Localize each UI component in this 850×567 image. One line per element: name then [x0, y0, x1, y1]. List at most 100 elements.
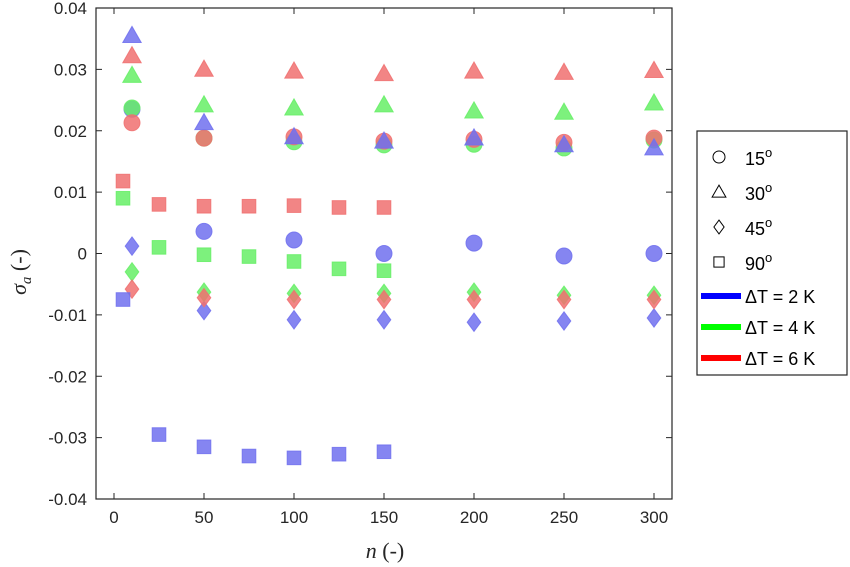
data-point [553, 62, 575, 80]
data-point [286, 198, 302, 213]
series-square-4K [115, 190, 392, 278]
data-point [193, 59, 215, 77]
data-point [331, 446, 347, 462]
data-point [373, 94, 395, 113]
series-diamond-2K [124, 236, 662, 333]
data-point [466, 312, 482, 333]
legend-label-square: 90o [745, 250, 772, 274]
data-point [193, 112, 215, 131]
data-point [123, 99, 141, 117]
legend-marker-square [713, 256, 725, 268]
data-point [286, 254, 302, 269]
y-axis-label: σa (-) [6, 249, 35, 295]
legend-color-label: ΔT = 6 K [745, 349, 815, 369]
legend: 15o 30o 45o 90o ΔT = 2 K ΔT = 4 K ΔT = 6 K [696, 130, 848, 376]
legend-label-circle: 15o [745, 145, 772, 169]
data-point [151, 427, 167, 442]
data-point [375, 245, 393, 262]
data-point [646, 307, 662, 328]
data-point [151, 240, 167, 255]
data-point [115, 292, 131, 307]
legend-box [696, 130, 848, 376]
legend-label-triangle: 30o [745, 180, 772, 204]
data-point [193, 94, 215, 113]
x-tick-label: 50 [195, 508, 214, 527]
series-square-6K [115, 173, 392, 215]
data-point [124, 236, 140, 257]
data-point [151, 197, 167, 212]
data-point [376, 309, 392, 330]
data-point [196, 439, 212, 455]
data-point [376, 289, 392, 310]
data-point [376, 263, 392, 278]
x-tick-label: 250 [550, 508, 578, 527]
data-point [195, 222, 213, 240]
data-point [241, 198, 257, 214]
data-point [115, 190, 131, 206]
x-axis-label: n (-) [366, 538, 404, 563]
data-point [463, 61, 485, 79]
y-tick-label: 0.04 [54, 0, 87, 18]
data-point [285, 231, 303, 249]
data-point [241, 448, 257, 464]
data-point [286, 289, 302, 310]
data-point [556, 310, 572, 332]
y-tick-label: 0.02 [54, 122, 87, 141]
data-markers [115, 25, 665, 466]
x-tick-label: 300 [640, 508, 668, 527]
data-point [196, 198, 212, 214]
data-point [646, 289, 662, 310]
legend-label-diamond: 45o [745, 215, 772, 239]
legend-marker-triangle [711, 184, 727, 198]
data-point [121, 45, 143, 64]
data-point [555, 247, 573, 265]
y-tick-label: -0.01 [48, 306, 87, 325]
data-point [115, 173, 131, 189]
y-tick-label: -0.04 [48, 490, 87, 509]
data-point [643, 60, 665, 79]
data-point [556, 289, 572, 310]
y-tick-label: 0 [78, 245, 87, 264]
data-point [196, 247, 212, 263]
series-triangle-6K [121, 45, 665, 82]
data-point [645, 245, 663, 262]
y-tick-label: 0.03 [54, 60, 87, 79]
series-triangle-4K [121, 65, 665, 120]
x-tick-label: 0 [109, 508, 118, 527]
data-point [463, 127, 485, 146]
data-point [643, 137, 665, 156]
legend-marker-diamond [713, 219, 725, 235]
data-point [643, 92, 665, 111]
data-point [195, 129, 213, 147]
data-point [121, 65, 143, 83]
legend-color-label: ΔT = 4 K [745, 318, 815, 338]
axis-ticks: 0 50 100 150 200 250 300 -0.04 -0.03 -0.02 -0.01 0 0… [48, 0, 672, 527]
data-point [373, 130, 395, 149]
data-point [373, 63, 395, 82]
data-point [463, 100, 485, 119]
data-point [331, 261, 347, 277]
data-point [553, 102, 575, 120]
data-point [121, 25, 143, 44]
data-point [123, 114, 141, 132]
data-point [376, 200, 392, 215]
y-tick-label: -0.03 [48, 429, 87, 448]
data-point [331, 200, 347, 215]
data-point [286, 450, 302, 466]
data-point [241, 249, 257, 264]
data-point [376, 444, 392, 460]
data-point [553, 134, 575, 153]
data-point [196, 287, 212, 308]
y-tick-label: 0.01 [54, 183, 87, 202]
data-point [283, 61, 305, 79]
y-tick-label: -0.02 [48, 367, 87, 386]
legend-color-label: ΔT = 2 K [745, 287, 815, 307]
data-point [283, 97, 305, 116]
x-tick-label: 200 [460, 508, 488, 527]
series-square-2K [115, 292, 392, 466]
data-point [196, 300, 212, 321]
data-point [286, 309, 302, 330]
data-point [466, 289, 482, 310]
x-tick-label: 150 [370, 508, 398, 527]
